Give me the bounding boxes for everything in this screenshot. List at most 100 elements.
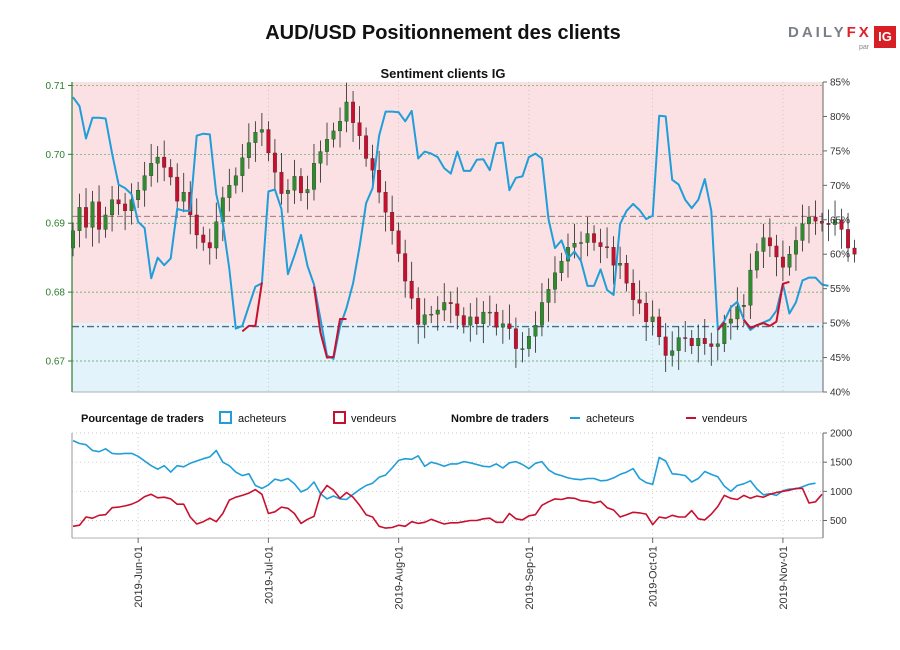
legend-pct-sellers: vendeurs xyxy=(351,413,397,425)
candle-body xyxy=(370,158,375,171)
candle-body xyxy=(416,298,421,325)
candle-body xyxy=(90,201,95,228)
candle-body xyxy=(396,230,401,254)
price-tick-label: 0.70 xyxy=(46,150,66,161)
candle-body xyxy=(299,176,303,194)
candle-body xyxy=(807,216,811,225)
candle-body xyxy=(605,246,610,248)
candle-body xyxy=(123,203,128,211)
candle-body xyxy=(305,189,310,194)
candle-body xyxy=(618,263,623,266)
candle-body xyxy=(774,245,779,258)
candle-body xyxy=(813,216,818,222)
sellers-pct-line xyxy=(743,280,790,329)
candle-body xyxy=(142,175,147,191)
candle-body xyxy=(722,322,727,344)
candle-body xyxy=(579,242,583,244)
buyers-zone xyxy=(72,323,823,392)
candle-body xyxy=(325,139,329,152)
candle-body xyxy=(84,207,88,228)
candle-body xyxy=(767,237,772,247)
candle-body xyxy=(481,311,486,324)
candle-body xyxy=(435,309,440,315)
candle-body xyxy=(689,338,694,346)
candle-body xyxy=(246,142,251,158)
price-tick-label: 0.68 xyxy=(46,288,66,299)
buyers-pct-line xyxy=(72,96,829,360)
pct-tick-label: 50% xyxy=(830,319,850,330)
date-tick-label: 2019-Jun-01 xyxy=(133,546,145,608)
price-tick-label: 0.69 xyxy=(46,219,66,230)
pct-tick-label: 85% xyxy=(830,78,850,89)
candle-body xyxy=(507,323,512,329)
candle-body xyxy=(136,190,141,200)
candle-body xyxy=(207,242,212,249)
candle-body xyxy=(676,337,681,351)
candle-body xyxy=(715,343,720,347)
count-tick-label: 1000 xyxy=(830,487,853,498)
candle-body xyxy=(71,230,75,249)
candle-body xyxy=(683,337,688,339)
candle-body xyxy=(735,306,740,320)
buyers-count-line xyxy=(72,439,816,501)
candle-body xyxy=(377,170,382,193)
candle-body xyxy=(800,223,805,241)
candle-body xyxy=(409,280,414,299)
sellers-zone xyxy=(72,82,823,324)
candle-body xyxy=(162,156,167,168)
candle-body xyxy=(233,175,238,186)
candle-body xyxy=(448,302,453,304)
candle-body xyxy=(702,338,707,344)
lower-panel-axes: 500 1000 1500 2000 xyxy=(71,429,853,539)
pct-tick-label: 40% xyxy=(830,388,850,399)
legend-count-label: Nombre de traders xyxy=(451,413,549,425)
candle-body xyxy=(468,316,473,326)
candle-body xyxy=(526,336,531,349)
candle-body xyxy=(780,256,785,268)
candle-body xyxy=(611,247,616,266)
sellers-pct-line xyxy=(313,286,347,359)
candle-body xyxy=(285,190,290,194)
candle-body xyxy=(728,318,733,324)
pct-tick-label: 75% xyxy=(830,146,850,157)
candle-body xyxy=(846,229,850,249)
candle-body xyxy=(513,328,518,349)
candle-body xyxy=(331,130,336,140)
candle-body xyxy=(520,348,525,350)
candle-body xyxy=(696,338,701,346)
candle-body xyxy=(266,129,271,154)
candle-body xyxy=(422,314,427,325)
price-tick-label: 0.67 xyxy=(46,357,66,368)
candle-body xyxy=(318,151,323,164)
pct-tick-label: 70% xyxy=(830,181,850,192)
date-tick-label: 2019-Oct-01 xyxy=(648,546,660,607)
candle-body xyxy=(292,176,297,191)
sellers-pct-line xyxy=(717,321,726,331)
candle-body xyxy=(175,176,180,202)
price-tick-label: 0.71 xyxy=(46,81,66,92)
candle-body xyxy=(338,121,342,132)
candle-body xyxy=(761,237,766,252)
candle-body xyxy=(181,192,186,202)
candle-body xyxy=(663,336,668,356)
candle-body xyxy=(194,214,199,236)
logo-wordmark: DAILYFX xyxy=(788,24,872,41)
candle-body xyxy=(201,234,206,243)
candle-body xyxy=(794,240,798,255)
candle-body xyxy=(539,302,544,326)
candle-body xyxy=(442,302,447,311)
pct-tick-label: 55% xyxy=(830,284,850,295)
upper-panel-axes: 0.67 0.68 0.69 0.70 0.71 40% 45% 50% 55% 60% 65% 70… xyxy=(46,78,851,399)
candle-body xyxy=(390,212,395,231)
legend-pct-buyers: acheteurs xyxy=(238,413,287,425)
candle-body xyxy=(852,247,857,255)
candle-body xyxy=(487,311,492,314)
date-axis: 2019-Jun-01 2019-Jul-01 2019-Aug-01 2019-Se… xyxy=(133,538,790,610)
legend-pct-label: Pourcentage de traders xyxy=(81,413,204,425)
candle-body xyxy=(97,201,101,230)
candle-body xyxy=(592,233,596,243)
sellers-count-line xyxy=(72,484,823,529)
candle-body xyxy=(214,221,219,249)
candle-body xyxy=(709,343,714,347)
